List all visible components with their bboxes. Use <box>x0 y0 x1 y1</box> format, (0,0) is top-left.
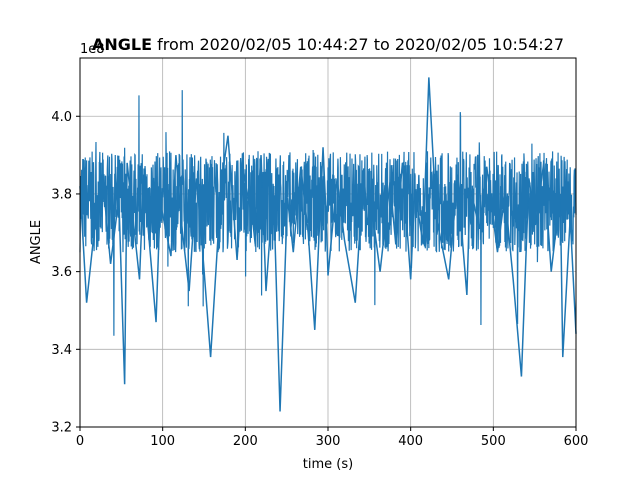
x-tick-label: 400 <box>398 434 423 449</box>
x-tick-label: 600 <box>564 434 589 449</box>
x-tick-label: 300 <box>316 434 341 449</box>
chart-title: ANGLE from 2020/02/05 10:44:27 to 2020/0… <box>92 35 564 54</box>
y-tick-label: 4.0 <box>51 110 72 125</box>
x-axis-label: time (s) <box>303 457 353 472</box>
y-axis-ticks: 3.2 3.4 3.6 3.8 4.0 <box>51 110 80 436</box>
x-tick-label: 200 <box>233 434 258 449</box>
series-line-angle-texture <box>79 90 577 336</box>
x-tick-label: 100 <box>150 434 175 449</box>
x-tick-label: 0 <box>76 434 84 449</box>
x-tick-label: 500 <box>481 434 506 449</box>
series <box>79 77 577 412</box>
y-tick-label: 3.2 <box>51 421 72 436</box>
y-axis-label: ANGLE <box>29 220 44 264</box>
x-axis-ticks: 0 100 200 300 400 500 600 <box>76 427 589 449</box>
y-offset-label: 1e8 <box>80 42 105 57</box>
chart-title-bold: ANGLE <box>92 35 152 54</box>
y-tick-label: 3.8 <box>51 187 72 202</box>
chart-title-rest: from 2020/02/05 10:44:27 to 2020/02/05 1… <box>152 35 564 54</box>
y-tick-label: 3.6 <box>51 265 72 280</box>
y-tick-label: 3.4 <box>51 343 72 358</box>
